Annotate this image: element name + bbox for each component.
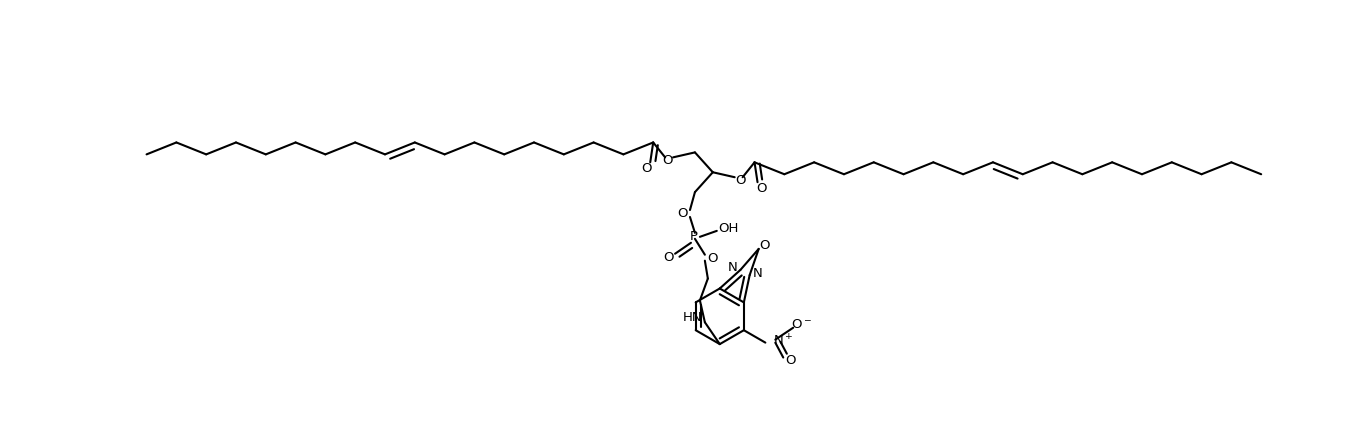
- Text: O$^-$: O$^-$: [790, 318, 811, 331]
- Text: O: O: [662, 154, 673, 167]
- Text: HN: HN: [684, 311, 703, 324]
- Text: P: P: [690, 230, 697, 243]
- Text: O: O: [641, 162, 652, 175]
- Text: N: N: [727, 261, 737, 274]
- Text: O: O: [736, 174, 745, 187]
- Text: O: O: [677, 208, 688, 220]
- Text: O: O: [707, 252, 718, 265]
- Text: N$^+$: N$^+$: [773, 333, 793, 348]
- Text: O: O: [785, 354, 796, 367]
- Text: O: O: [663, 251, 674, 264]
- Text: O: O: [756, 181, 767, 195]
- Text: O: O: [759, 239, 770, 252]
- Text: OH: OH: [718, 222, 738, 235]
- Text: N: N: [752, 267, 763, 280]
